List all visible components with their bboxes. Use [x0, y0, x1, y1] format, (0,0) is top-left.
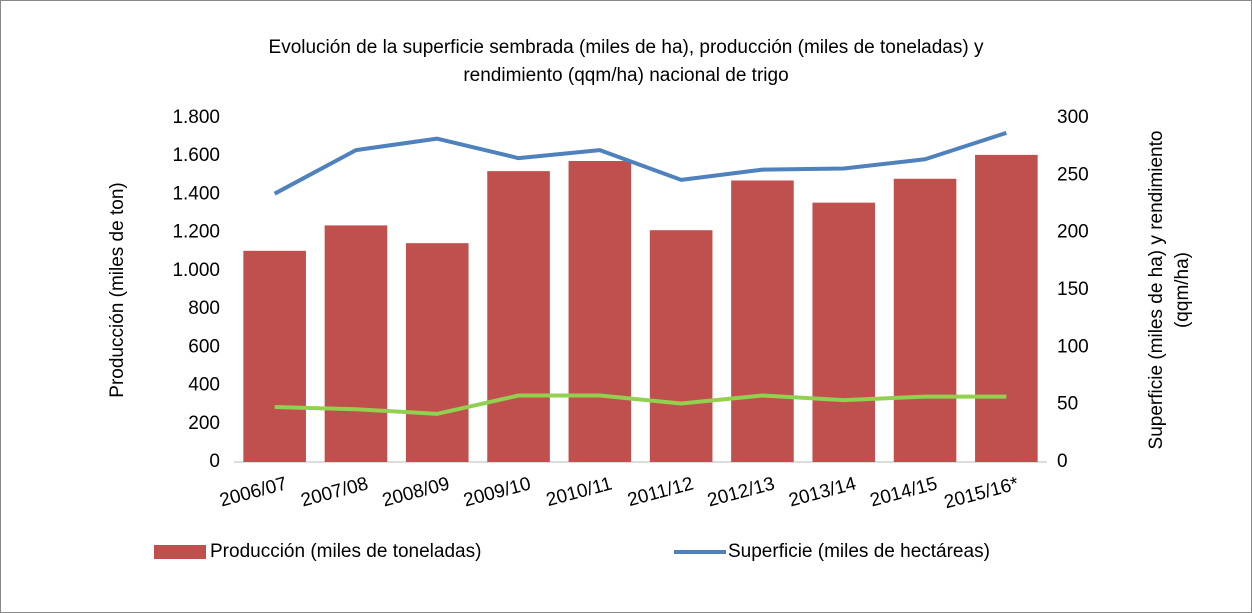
y2-tick-label: 250 — [1057, 164, 1089, 185]
y-tick-label: 1.000 — [172, 260, 220, 281]
y-tick-label: 400 — [188, 375, 220, 396]
line — [273, 131, 1007, 196]
legend-label: Producción (miles de toneladas) — [210, 541, 481, 562]
y2-tick-label: 100 — [1057, 336, 1089, 357]
bar — [487, 171, 550, 462]
y-tick-label: 600 — [188, 336, 220, 357]
y-tick-label: 1.600 — [172, 145, 220, 166]
y2-tick-label: 0 — [1057, 451, 1068, 472]
bar — [405, 243, 469, 462]
y-tick-label: 1.400 — [172, 183, 220, 204]
bar — [568, 161, 632, 462]
y2-tick-label: 150 — [1057, 279, 1089, 300]
chart-title: Evolución de la superficie sembrada (mil… — [269, 37, 984, 58]
y-axis-title: Producción (miles de ton) — [107, 182, 128, 397]
bar — [324, 225, 388, 462]
legend-swatch — [154, 545, 206, 559]
bar — [893, 178, 957, 463]
y-tick-label: 1.800 — [172, 107, 220, 128]
y-tick-label: 0 — [209, 451, 220, 472]
y2-tick-label: 300 — [1057, 107, 1089, 128]
y-tick-label: 800 — [188, 298, 220, 319]
chart-title: rendimiento (qqm/ha) nacional de trigo — [463, 65, 788, 86]
bar — [812, 202, 876, 462]
bar — [731, 180, 794, 462]
y2-axis-title: Superficie (miles de ha) y rendimiento — [1146, 131, 1167, 450]
bar — [649, 230, 713, 462]
y-tick-label: 200 — [188, 413, 220, 434]
y2-tick-label: 50 — [1057, 394, 1078, 415]
y-tick-label: 1.200 — [172, 222, 220, 243]
legend-label: Superficie (miles de hectáreas) — [728, 541, 990, 562]
y2-tick-label: 200 — [1057, 222, 1089, 243]
line — [274, 393, 1007, 416]
bar — [975, 154, 1038, 462]
y2-axis-title: (qqm/ha) — [1172, 252, 1193, 328]
bar — [243, 250, 306, 462]
